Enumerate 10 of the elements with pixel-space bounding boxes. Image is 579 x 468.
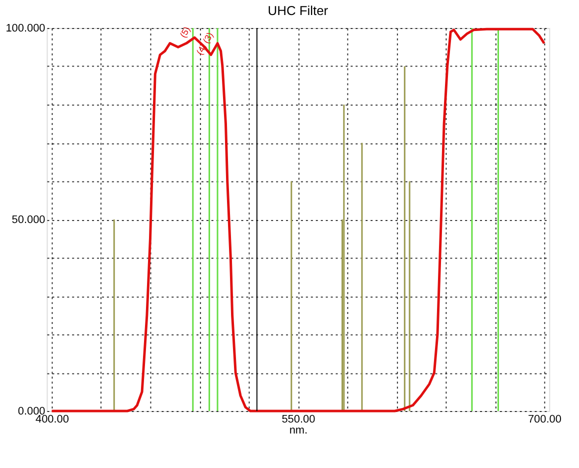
y-tick-label: 100.000 [6,22,46,34]
x-tick-label: 550.00 [282,413,316,426]
x-tick-label: 700.00 [528,413,562,426]
line-series [50,28,546,412]
annotation: (5) [178,24,192,40]
annotation: (3) [200,30,216,46]
y-tick-label: 50.000 [12,214,46,226]
x-axis-title: nm. [289,424,308,436]
x-tick-label: 400.00 [35,413,69,426]
chart-title: UHC Filter [268,3,329,18]
